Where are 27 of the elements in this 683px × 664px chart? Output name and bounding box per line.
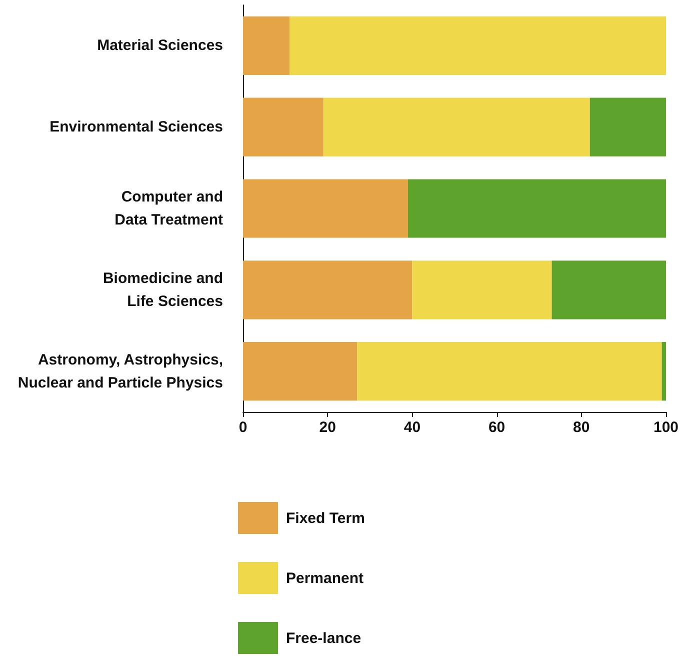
y-tick-label: Environmental Sciences xyxy=(50,118,223,136)
bar xyxy=(662,342,666,401)
legend-label: Fixed Term xyxy=(286,510,365,526)
bar xyxy=(243,98,324,156)
bar xyxy=(243,16,290,76)
bar xyxy=(243,179,408,238)
bar xyxy=(590,98,666,156)
legend-label: Free-lance xyxy=(286,630,362,646)
x-tick-label: 40 xyxy=(404,419,421,436)
bar xyxy=(357,342,662,401)
y-tick-label: Astronomy, Astrophysics, Nuclear and Particle Physics xyxy=(18,351,223,392)
bar xyxy=(243,342,358,401)
x-tick-label: 60 xyxy=(488,419,506,436)
y-tick-label: Computer and Data Treatment xyxy=(114,188,223,228)
bar xyxy=(408,179,666,238)
legend-label: Permanent xyxy=(286,570,364,586)
bar xyxy=(243,260,412,320)
bar xyxy=(552,260,666,320)
x-tick-label: 100 xyxy=(653,419,679,436)
y-tick-label: Material Sciences xyxy=(97,37,223,54)
bar xyxy=(290,16,666,76)
x-tick-label: 0 xyxy=(238,419,248,436)
x-tick-label: 80 xyxy=(573,419,590,436)
bar xyxy=(412,260,552,320)
bar xyxy=(323,98,590,156)
y-tick-label: Biomedicine and Life Sciences xyxy=(102,270,223,310)
x-tick-label: 20 xyxy=(319,419,336,436)
